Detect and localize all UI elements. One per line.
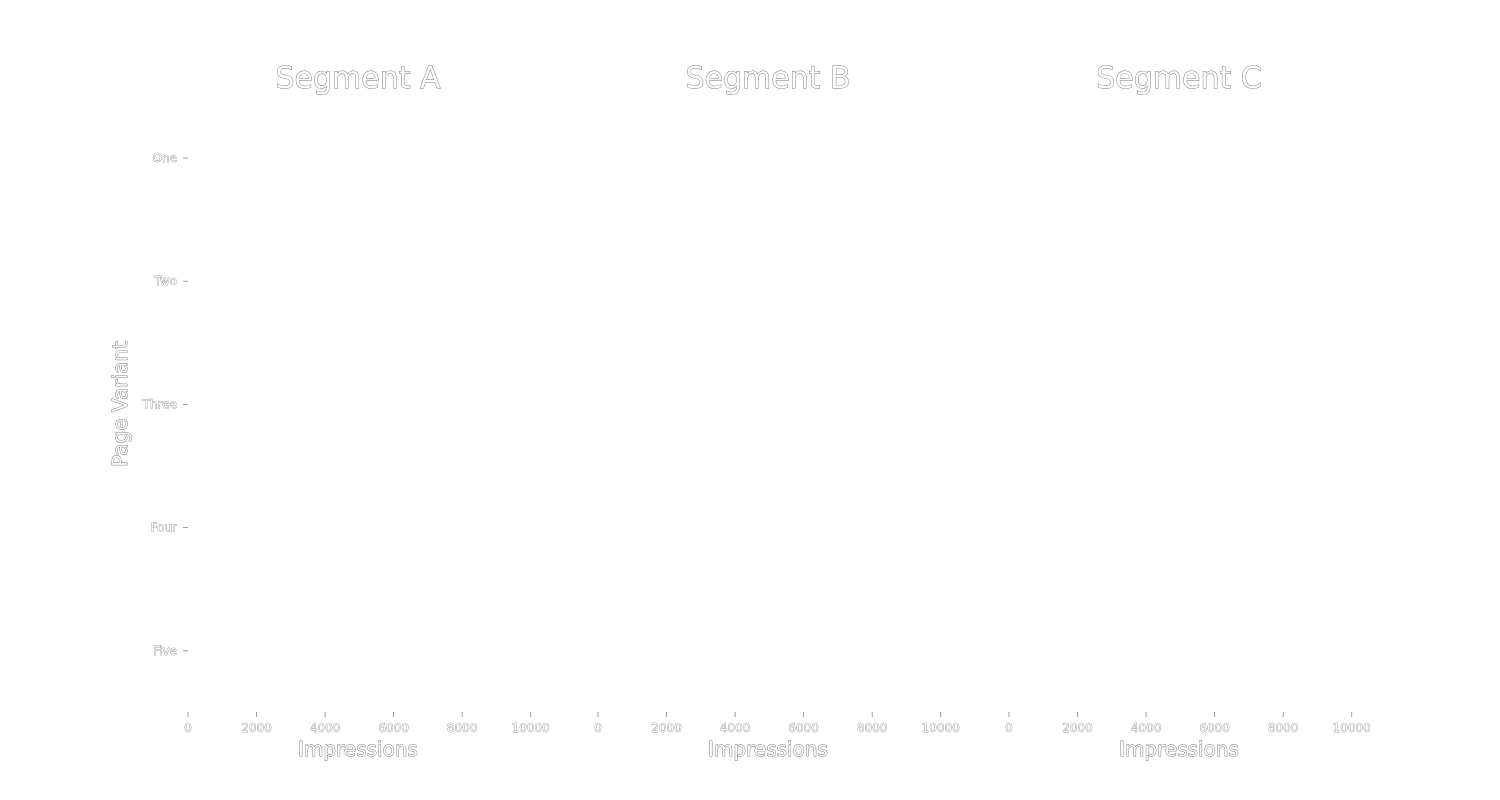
y-tick-label: Four — [151, 521, 177, 535]
x-tick-label: 2000 — [651, 721, 682, 735]
x-tick-label: 0 — [184, 721, 192, 735]
x-tick-label: 4000 — [720, 721, 751, 735]
panel-title: Segment A — [275, 61, 441, 96]
x-tick-label: 8000 — [1268, 721, 1299, 735]
y-tick-label: One — [153, 151, 177, 165]
x-tick-label: 2000 — [1062, 721, 1093, 735]
x-tick-label: 6000 — [788, 721, 819, 735]
x-tick-label: 6000 — [378, 721, 409, 735]
x-tick-label: 2000 — [241, 721, 272, 735]
x-tick-label: 8000 — [447, 721, 478, 735]
x-tick-label: 6000 — [1199, 721, 1230, 735]
x-tick-label: 0 — [594, 721, 602, 735]
y-axis-title: Page Variant — [108, 341, 132, 467]
y-tick-label: Three — [142, 397, 177, 411]
x-axis-title: Impressions — [1119, 737, 1239, 761]
x-tick-label: 10000 — [922, 721, 960, 735]
y-tick-label: Two — [154, 274, 178, 288]
panel-title: Segment B — [685, 61, 850, 96]
x-axis-title: Impressions — [298, 737, 418, 761]
x-tick-label: 0 — [1005, 721, 1013, 735]
y-tick-label: Five — [153, 644, 177, 658]
panel-title: Segment C — [1096, 61, 1261, 96]
x-axis-title: Impressions — [708, 737, 828, 761]
x-tick-label: 10000 — [512, 721, 550, 735]
x-tick-label: 4000 — [310, 721, 341, 735]
x-tick-label: 8000 — [857, 721, 888, 735]
x-tick-label: 4000 — [1131, 721, 1162, 735]
x-tick-label: 10000 — [1333, 721, 1371, 735]
